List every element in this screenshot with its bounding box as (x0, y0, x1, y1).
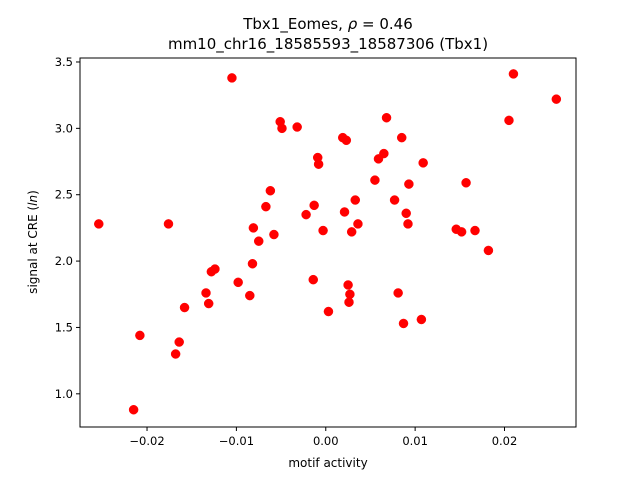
data-point-37 (350, 195, 361, 205)
data-point-7 (201, 288, 211, 298)
data-point-29 (323, 306, 334, 317)
data-point-10 (210, 264, 220, 274)
data-point-54 (461, 178, 471, 188)
data-point-53 (456, 227, 467, 237)
data-point-16 (253, 236, 264, 246)
data-point-55 (470, 225, 480, 236)
data-point-24 (308, 274, 318, 285)
x-axis: −0.02 −0.01 0.00 0.01 0.02 (129, 427, 517, 448)
y-tick-label: 2.5 (55, 188, 73, 202)
y-axis: 1.0 1.5 2.0 2.5 3.0 3.5 (55, 55, 80, 401)
data-point-27 (313, 159, 324, 169)
data-point-48 (403, 219, 413, 229)
data-point-2 (135, 330, 145, 341)
y-tick-label: 3.0 (55, 121, 73, 135)
data-point-28 (318, 225, 328, 236)
data-point-8 (203, 298, 214, 309)
data-points (94, 69, 562, 415)
data-point-13 (245, 290, 255, 301)
y-label-suffix: ) (26, 190, 40, 195)
data-point-11 (227, 73, 237, 83)
x-tick-label: −0.02 (129, 434, 164, 448)
data-point-45 (396, 132, 407, 143)
title-rho-symbol: ρ (348, 15, 358, 33)
data-point-6 (179, 302, 190, 313)
x-axis-label: motif activity (288, 456, 367, 470)
y-tick-label: 2.0 (55, 254, 73, 268)
data-point-43 (389, 195, 400, 205)
data-point-51 (418, 158, 428, 168)
data-point-42 (381, 112, 392, 123)
data-point-12 (233, 277, 243, 288)
data-point-33 (343, 280, 353, 290)
data-point-59 (551, 94, 562, 104)
title-rho-value: = 0.46 (357, 15, 413, 33)
chart-title-line-1: Tbx1_Eomes, ρ = 0.46 (242, 15, 413, 34)
y-tick-label: 1.0 (55, 387, 73, 401)
title-prefix: Tbx1_Eomes, (242, 15, 347, 34)
data-point-34 (344, 297, 354, 307)
x-tick-label: 0.02 (492, 434, 518, 448)
y-axis-label: signal at CRE (ln) (26, 190, 40, 294)
y-tick-label: 1.5 (55, 320, 73, 334)
data-point-0 (94, 219, 104, 229)
data-point-36 (346, 227, 357, 237)
data-point-21 (277, 123, 287, 134)
data-point-56 (483, 245, 494, 256)
data-point-15 (248, 223, 259, 233)
data-point-38 (353, 219, 363, 229)
x-tick-label: −0.01 (219, 434, 254, 448)
plot-area (79, 57, 577, 428)
axes-frame (79, 57, 577, 428)
data-point-31 (339, 207, 350, 217)
data-point-4 (170, 349, 181, 359)
y-tick-label: 3.5 (55, 55, 73, 69)
y-label-prefix: signal at CRE ( (26, 206, 40, 294)
data-point-49 (404, 179, 414, 189)
data-point-23 (301, 209, 311, 220)
data-point-3 (163, 219, 174, 229)
data-point-47 (401, 208, 411, 219)
data-point-5 (174, 337, 184, 347)
data-point-35 (345, 289, 355, 300)
chart-title-line-2: mm10_chr16_18585593_18587306 (Tbx1) (168, 35, 488, 54)
plot-background (80, 58, 576, 427)
x-tick-label: 0.00 (313, 434, 339, 448)
data-point-25 (309, 200, 319, 211)
data-point-58 (508, 69, 519, 79)
data-point-19 (269, 229, 279, 240)
data-point-22 (292, 122, 302, 132)
y-label-ln: ln (26, 195, 40, 206)
data-point-41 (379, 148, 389, 159)
data-point-14 (247, 258, 258, 269)
data-point-39 (370, 175, 380, 185)
data-point-57 (504, 115, 514, 126)
data-point-50 (416, 314, 427, 325)
data-point-32 (341, 135, 352, 146)
data-point-17 (261, 201, 271, 212)
data-point-18 (265, 185, 276, 196)
data-point-1 (128, 404, 139, 415)
data-point-44 (393, 288, 403, 298)
data-point-46 (398, 318, 409, 329)
x-tick-label: 0.01 (402, 434, 428, 448)
